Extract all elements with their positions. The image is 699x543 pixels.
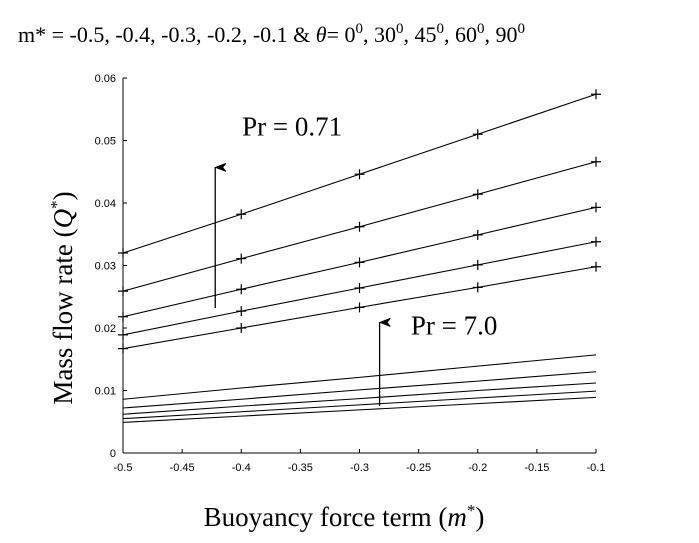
y-axis-label-text: Mass flow rate ( bbox=[48, 228, 78, 404]
title-sep-3: , bbox=[444, 22, 455, 47]
plus-marker bbox=[591, 202, 601, 213]
title-angle-4: 60 bbox=[455, 22, 477, 47]
plus-marker bbox=[591, 156, 601, 167]
plus-marker bbox=[591, 89, 601, 100]
title-angle-1: 0 bbox=[345, 22, 356, 47]
title-angle-2: 30 bbox=[374, 22, 396, 47]
title-degree-5: 0 bbox=[518, 21, 526, 37]
series-line bbox=[122, 382, 597, 415]
plus-marker bbox=[354, 283, 365, 293]
plus-marker bbox=[472, 259, 483, 270]
plus-marker bbox=[472, 189, 483, 200]
plus-marker bbox=[236, 209, 247, 220]
plus-marker bbox=[472, 229, 483, 240]
title-sep-2: , bbox=[404, 22, 415, 47]
plus-marker bbox=[354, 221, 365, 232]
title-degree-3: 0 bbox=[437, 21, 445, 37]
plus-marker bbox=[236, 253, 247, 264]
title-angle-5: 90 bbox=[496, 22, 518, 47]
plus-marker bbox=[591, 261, 601, 272]
y-tick-label: 0.06 bbox=[95, 73, 116, 85]
title-sep-1: , bbox=[363, 22, 374, 47]
y-axis-label-close: ) bbox=[48, 191, 78, 200]
title-degree-4: 0 bbox=[477, 21, 485, 37]
plus-marker bbox=[118, 286, 128, 297]
y-tick-label: 0.05 bbox=[95, 136, 116, 148]
title-sep-4: , bbox=[485, 22, 496, 47]
x-axis-label-close: ) bbox=[475, 502, 484, 532]
y-tick-label: 0.02 bbox=[95, 323, 116, 335]
y-tick-label: 0.03 bbox=[95, 261, 116, 273]
x-tick-label: -0.25 bbox=[406, 462, 431, 474]
plus-marker bbox=[236, 284, 247, 295]
plus-marker bbox=[236, 306, 247, 317]
series-line bbox=[122, 396, 597, 423]
y-tick-label: 0.04 bbox=[95, 198, 116, 210]
annotation-label: Pr = 0.71 bbox=[242, 112, 342, 142]
theta-symbol: θ bbox=[316, 22, 327, 47]
y-axis-label: Mass flow rate (Q*) bbox=[47, 191, 78, 404]
plus-marker bbox=[354, 257, 365, 268]
plus-marker bbox=[118, 248, 128, 258]
y-axis-label-sup: * bbox=[47, 200, 66, 209]
series-layer bbox=[118, 89, 601, 423]
x-axis-label-text: Buoyancy force term ( bbox=[204, 502, 448, 532]
x-tick-label: -0.4 bbox=[232, 462, 251, 474]
plus-marker bbox=[591, 236, 601, 247]
title-degree-2: 0 bbox=[396, 21, 404, 37]
plus-marker bbox=[354, 302, 365, 313]
y-tick-label: 0 bbox=[110, 448, 116, 460]
chart-title: m* = -0.5, -0.4, -0.3, -0.2, -0.1 & θ= 0… bbox=[18, 21, 525, 47]
x-axis-label-symbol: m bbox=[447, 502, 467, 532]
x-tick-label: -0.45 bbox=[170, 462, 195, 474]
series-line bbox=[122, 354, 597, 400]
y-axis-label-symbol: Q bbox=[48, 209, 78, 229]
x-tick-label: -0.1 bbox=[587, 462, 606, 474]
x-axis-label: Buoyancy force term (m*) bbox=[204, 501, 485, 532]
x-tick-label: -0.15 bbox=[524, 462, 549, 474]
title-degree-1: 0 bbox=[356, 21, 364, 37]
plus-marker bbox=[118, 311, 128, 322]
plus-marker bbox=[118, 343, 128, 354]
x-tick-label: -0.3 bbox=[350, 462, 369, 474]
plus-marker bbox=[236, 323, 247, 333]
x-tick-label: -0.5 bbox=[114, 462, 133, 474]
annotation-layer: Pr = 0.71 Pr = 7.0 bbox=[215, 112, 497, 407]
plus-marker bbox=[118, 329, 128, 340]
y-tick-label: 0.01 bbox=[95, 386, 116, 398]
series-line bbox=[122, 390, 597, 420]
x-tick-label: -0.2 bbox=[468, 462, 487, 474]
plus-marker bbox=[354, 169, 365, 180]
x-ticks: -0.5 -0.45 -0.4 -0.35 -0.3 -0.25 -0.2 -0.15 -0.1 bbox=[114, 449, 606, 474]
series-line bbox=[122, 371, 597, 409]
title-angle-3: 45 bbox=[415, 22, 437, 47]
plus-marker bbox=[472, 129, 483, 140]
y-ticks: 0 0.01 0.02 0.03 0.04 0.05 0.06 bbox=[95, 73, 127, 460]
chart-title-prefix: m* = -0.5, -0.4, -0.3, -0.2, -0.1 & bbox=[18, 22, 316, 47]
title-equals: = bbox=[327, 22, 345, 47]
x-axis-label-sup: * bbox=[467, 501, 476, 520]
annotation-label: Pr = 7.0 bbox=[411, 310, 497, 340]
x-tick-label: -0.35 bbox=[288, 462, 313, 474]
plus-marker bbox=[472, 282, 483, 293]
